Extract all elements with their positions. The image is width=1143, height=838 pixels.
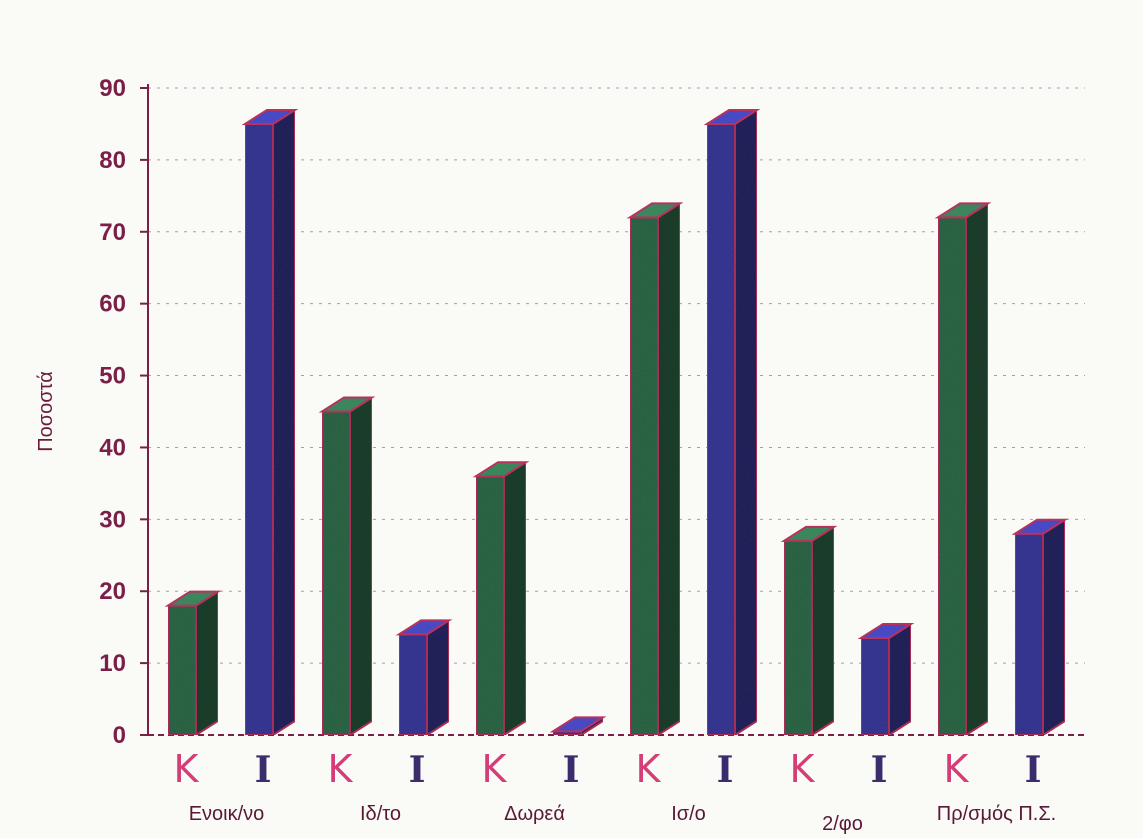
y-axis: 0 10 20 30 40 50 60 70 80 90 Ποσοστά [35,75,1085,749]
series-marker-label: Κ [482,747,508,791]
bar-side [272,108,296,737]
y-tick-label: 0 [113,722,126,749]
bar-k-2 [318,395,376,737]
bar-front [937,216,967,736]
bar-side [734,108,758,737]
series-marker-label: Ι [563,749,580,791]
y-tick-label: 60 [99,291,126,318]
series-marker-label: Κ [790,747,816,791]
bar-k-5 [780,525,838,737]
category-label: Ενοικ/νο [189,803,265,825]
series-marker-label: Ι [1025,749,1042,791]
bar-top [780,525,838,542]
bar-i-5 [857,622,915,737]
bar-top [164,590,222,607]
y-tick-label: 70 [99,219,126,246]
y-tick-label: 80 [99,147,126,174]
bar-top [395,619,453,636]
bar-k-4 [626,201,684,737]
bar-front [629,216,659,736]
series-marker-label: Κ [174,747,200,791]
y-tick-label: 50 [99,363,126,390]
category-label: 2/φο [822,813,863,835]
x-axis-labels: Κ Ι Ενοικ/νο Κ Ι Ιδ/το Κ Ι Δωρεά Κ Ι Ισ/ο Κ Ι 2/φο Κ Ι Πρ… [174,747,1057,835]
bar-k-1 [164,589,222,737]
series-marker-label: Κ [328,747,354,791]
bar-side [811,525,835,737]
y-tick-label: 10 [99,650,126,677]
bar-top [472,461,530,478]
bar-side [888,622,912,737]
bar-side [965,201,989,737]
category-label: Ιδ/το [360,803,401,825]
bar-front [783,539,813,737]
bar-k-3 [472,460,530,737]
series-marker-label: Ι [717,749,734,791]
y-axis-title: Ποσοστά [35,371,57,452]
bars [164,108,1069,737]
bar-top [626,202,684,219]
category-label: Δωρεά [504,803,565,825]
gridlines [148,87,1085,664]
bar-side [503,460,527,737]
series-marker-label: Ι [409,749,426,791]
category-label: Πρ/σμός Π.Σ. [937,803,1056,825]
bar-top [549,716,607,733]
bar-i-6 [1011,517,1069,737]
bar-i-4 [703,108,761,737]
series-marker-label: Ι [871,749,888,791]
bar-i-2 [395,618,453,737]
series-marker-label: Ι [255,749,272,791]
y-tick-label: 40 [99,434,126,461]
bar-front [860,636,890,737]
bar-top [1011,518,1069,535]
y-tick-label: 90 [99,75,126,102]
bar-front [321,410,351,736]
bar-side [657,201,681,737]
series-marker-label: Κ [636,747,662,791]
bar-top [857,622,915,639]
bar-top [934,202,992,219]
bar-front [167,604,197,736]
bar-top [703,108,761,125]
y-tick-label: 30 [99,506,126,533]
bar-front [475,475,505,736]
bar-front [706,122,736,736]
bar-front [398,633,428,736]
y-tick-label: 20 [99,578,126,605]
bar-front [1014,532,1044,737]
category-label: Ισ/ο [671,803,706,825]
bar-k-6 [934,201,992,737]
bar-top [318,396,376,413]
bar-side [426,618,450,737]
bar-top [241,108,299,125]
bar-side [195,589,219,737]
series-marker-label: Κ [944,747,970,791]
bar-front [244,122,274,736]
bar-i-3 [549,715,607,737]
bar-side [349,395,373,737]
bar-i-1 [241,108,299,737]
bar-side [1042,517,1066,737]
